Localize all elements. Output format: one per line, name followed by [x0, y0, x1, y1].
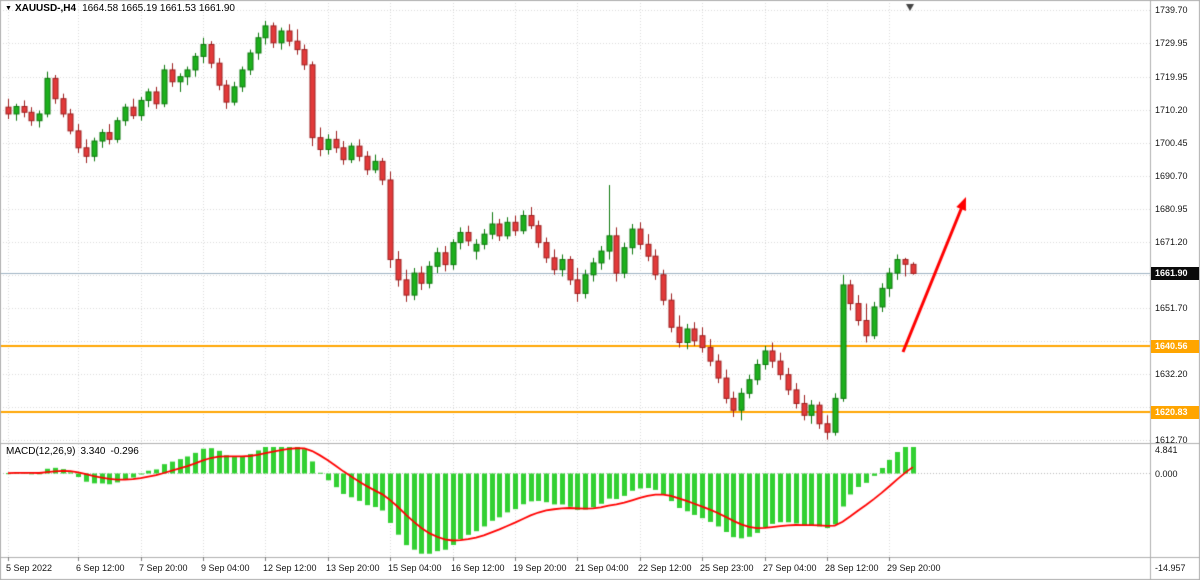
price-axis-label: 1710.20 [1155, 105, 1188, 115]
time-axis-label: 16 Sep 12:00 [451, 563, 505, 573]
time-axis-label: 15 Sep 04:00 [388, 563, 442, 573]
time-axis-label: 13 Sep 20:00 [326, 563, 380, 573]
macd-signal-value: -0.296 [110, 446, 139, 457]
time-axis-label: 27 Sep 04:00 [763, 563, 817, 573]
price-axis-label: 1612.70 [1155, 435, 1188, 445]
resistance-level-badge: 1640.56 [1151, 340, 1199, 353]
support-level-badge: 1620.83 [1151, 406, 1199, 419]
macd-main-value: 3.340 [80, 446, 106, 457]
macd-scale-max: 4.841 [1155, 445, 1178, 455]
time-axis-label: 7 Sep 20:00 [139, 563, 188, 573]
time-axis-label: 5 Sep 2022 [6, 563, 53, 573]
price-axis-label: 1671.20 [1155, 237, 1188, 247]
price-axis-label: 1632.20 [1155, 369, 1188, 379]
price-axis-label: 1729.95 [1155, 38, 1188, 48]
price-axis-label: 1739.70 [1155, 5, 1188, 15]
macd-indicator-label: MACD(12,26,9) 3.340 -0.296 [6, 446, 144, 457]
price-axis-label: 1651.70 [1155, 303, 1188, 313]
macd-name: MACD(12,26,9) [6, 446, 76, 457]
macd-scale-zero: 0.000 [1155, 469, 1178, 479]
ohlc-values: 1664.58 1665.19 1661.53 1661.90 [82, 3, 235, 14]
time-axis-label: 12 Sep 12:00 [263, 563, 317, 573]
time-axis-label: 22 Sep 12:00 [638, 563, 692, 573]
price-axis-label: 1700.45 [1155, 138, 1188, 148]
time-axis-label: 29 Sep 20:00 [887, 563, 941, 573]
price-axis-label: 1690.70 [1155, 171, 1188, 181]
time-axis-label: 25 Sep 23:00 [700, 563, 754, 573]
symbol-period-label: XAUUSD-,H4 [14, 3, 77, 14]
time-axis-label: 28 Sep 12:00 [825, 563, 879, 573]
price-axis-label: 1719.95 [1155, 72, 1188, 82]
time-axis-label: 19 Sep 20:00 [513, 563, 567, 573]
chart-title: ▼ XAUUSD-,H4 1664.58 1665.19 1661.53 1661.… [5, 3, 235, 14]
current-price-badge: 1661.90 [1151, 267, 1199, 280]
time-axis-label: 9 Sep 04:00 [201, 563, 250, 573]
time-axis-label: 21 Sep 04:00 [575, 563, 629, 573]
chart-marker-icon: ▼ [5, 5, 12, 12]
macd-scale-min: -14.957 [1155, 563, 1186, 573]
time-axis-label: 6 Sep 12:00 [76, 563, 125, 573]
price-axis-label: 1680.95 [1155, 204, 1188, 214]
